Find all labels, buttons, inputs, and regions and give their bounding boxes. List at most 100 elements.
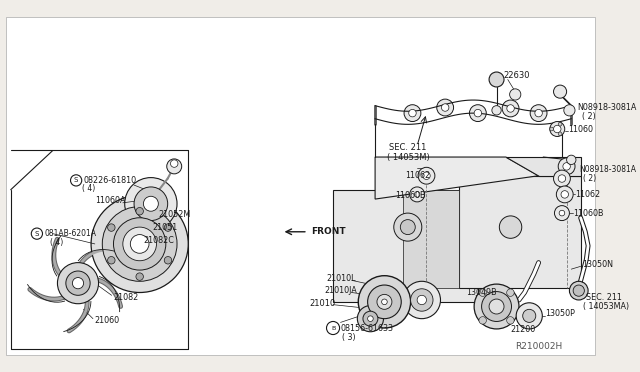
Circle shape bbox=[550, 127, 554, 131]
Text: 21082: 21082 bbox=[113, 293, 139, 302]
Polygon shape bbox=[459, 176, 580, 288]
Text: 21060: 21060 bbox=[95, 316, 120, 325]
Circle shape bbox=[516, 303, 542, 329]
Circle shape bbox=[164, 224, 172, 231]
Circle shape bbox=[72, 278, 84, 289]
Circle shape bbox=[414, 192, 420, 197]
Circle shape bbox=[131, 235, 149, 253]
Text: 08156-61633: 08156-61633 bbox=[340, 324, 394, 333]
Text: 11060A: 11060A bbox=[95, 196, 125, 205]
Circle shape bbox=[423, 172, 430, 179]
Text: ( 14053MA): ( 14053MA) bbox=[584, 302, 630, 311]
Circle shape bbox=[70, 175, 82, 186]
Text: 21052M: 21052M bbox=[158, 209, 191, 218]
Text: ( 3): ( 3) bbox=[342, 333, 356, 342]
Circle shape bbox=[509, 89, 521, 100]
Text: ( 14053M): ( 14053M) bbox=[387, 153, 430, 161]
Circle shape bbox=[125, 177, 177, 230]
Text: ( 4): ( 4) bbox=[82, 184, 95, 193]
Text: 11060B: 11060B bbox=[573, 209, 604, 218]
Polygon shape bbox=[375, 157, 539, 199]
Circle shape bbox=[561, 191, 568, 198]
Circle shape bbox=[108, 257, 115, 264]
Circle shape bbox=[507, 105, 515, 112]
Text: 081AB-6201A: 081AB-6201A bbox=[44, 229, 97, 238]
Text: N08918-3081A: N08918-3081A bbox=[577, 103, 636, 112]
Circle shape bbox=[470, 105, 486, 122]
Circle shape bbox=[570, 281, 588, 300]
Circle shape bbox=[492, 106, 501, 115]
Circle shape bbox=[102, 206, 177, 281]
Circle shape bbox=[554, 85, 566, 98]
Circle shape bbox=[558, 132, 562, 136]
Circle shape bbox=[418, 167, 435, 184]
Circle shape bbox=[136, 273, 143, 280]
Text: 11060: 11060 bbox=[568, 125, 593, 134]
Circle shape bbox=[530, 105, 547, 122]
Circle shape bbox=[507, 317, 514, 324]
Text: R210002H: R210002H bbox=[515, 342, 563, 351]
Text: 13050P: 13050P bbox=[545, 308, 575, 318]
Text: 21051: 21051 bbox=[153, 222, 178, 232]
Circle shape bbox=[410, 187, 424, 202]
Circle shape bbox=[535, 109, 542, 117]
Circle shape bbox=[367, 285, 401, 319]
Circle shape bbox=[499, 216, 522, 238]
Circle shape bbox=[170, 160, 178, 167]
Circle shape bbox=[66, 271, 90, 295]
Circle shape bbox=[573, 285, 584, 296]
Circle shape bbox=[164, 257, 172, 264]
Circle shape bbox=[563, 163, 570, 170]
Circle shape bbox=[481, 292, 511, 321]
Circle shape bbox=[363, 311, 378, 326]
Circle shape bbox=[479, 317, 486, 324]
Circle shape bbox=[411, 289, 433, 311]
Text: 11062: 11062 bbox=[405, 171, 430, 180]
Circle shape bbox=[58, 263, 99, 304]
Text: 11060B: 11060B bbox=[396, 191, 426, 200]
Circle shape bbox=[523, 310, 536, 323]
Circle shape bbox=[134, 187, 168, 221]
Text: 21200: 21200 bbox=[511, 326, 536, 334]
Circle shape bbox=[436, 99, 454, 116]
Text: S: S bbox=[35, 231, 39, 237]
Circle shape bbox=[91, 195, 188, 292]
Circle shape bbox=[404, 105, 421, 122]
Text: 13050N: 13050N bbox=[582, 260, 614, 269]
Text: FRONT: FRONT bbox=[312, 227, 346, 236]
Circle shape bbox=[558, 175, 566, 182]
Circle shape bbox=[417, 295, 426, 305]
Text: 13049B: 13049B bbox=[467, 288, 497, 297]
Circle shape bbox=[136, 208, 143, 215]
Text: 21010JA: 21010JA bbox=[324, 286, 357, 295]
Text: 22630: 22630 bbox=[503, 71, 529, 80]
Text: 21010: 21010 bbox=[310, 299, 336, 308]
Text: SEC. 211: SEC. 211 bbox=[586, 293, 622, 302]
Text: 08226-61810: 08226-61810 bbox=[84, 176, 137, 185]
Circle shape bbox=[403, 281, 440, 319]
Circle shape bbox=[367, 316, 373, 321]
Circle shape bbox=[489, 299, 504, 314]
Circle shape bbox=[558, 122, 562, 126]
Circle shape bbox=[381, 299, 387, 305]
Circle shape bbox=[377, 294, 392, 310]
Circle shape bbox=[479, 289, 486, 296]
Circle shape bbox=[502, 100, 519, 117]
Circle shape bbox=[556, 186, 573, 203]
Circle shape bbox=[474, 109, 481, 117]
Text: 21010L: 21010L bbox=[326, 274, 356, 283]
Circle shape bbox=[108, 224, 115, 231]
Text: 11062: 11062 bbox=[575, 190, 600, 199]
Circle shape bbox=[564, 105, 575, 116]
Text: ( 4): ( 4) bbox=[50, 238, 63, 247]
Circle shape bbox=[409, 109, 416, 117]
Circle shape bbox=[143, 196, 158, 211]
Circle shape bbox=[394, 213, 422, 241]
Text: B: B bbox=[331, 326, 335, 330]
Circle shape bbox=[507, 289, 514, 296]
Text: ( 2): ( 2) bbox=[582, 112, 596, 121]
Text: ( 2): ( 2) bbox=[584, 174, 596, 183]
Circle shape bbox=[400, 219, 415, 235]
Circle shape bbox=[442, 104, 449, 111]
Text: N08918-3081A: N08918-3081A bbox=[579, 165, 636, 174]
